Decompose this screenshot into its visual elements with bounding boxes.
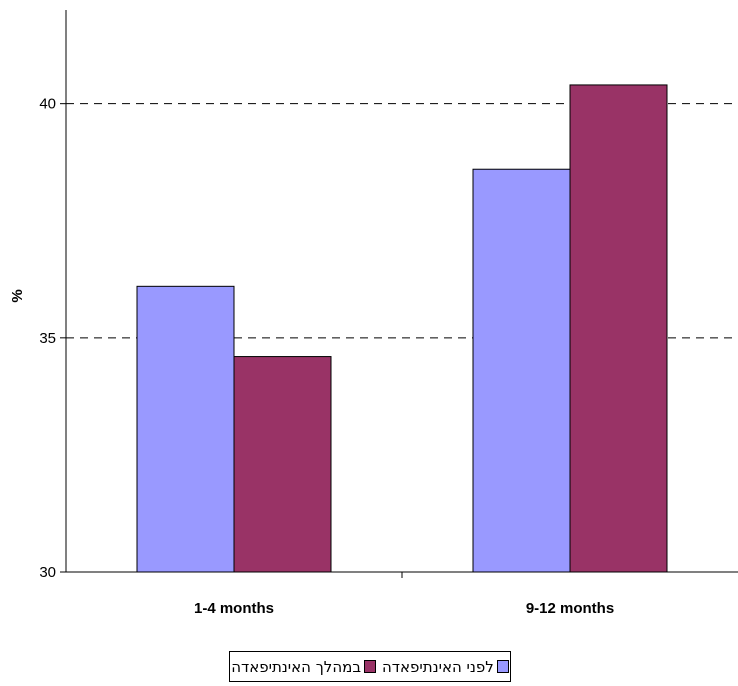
bar-series-1-1 [136, 285, 235, 573]
legend-label-series-1: לפני האינתיפאדה [382, 657, 494, 676]
legend-swatch-series-2 [364, 660, 376, 673]
bar-series-2-2 [569, 84, 668, 573]
x-ticks: 1-4 months 9-12 months [194, 572, 614, 617]
y-tick-label-40: 40 [39, 96, 56, 113]
y-tick-label-35: 35 [39, 330, 56, 347]
y-axis-title: % [9, 289, 26, 302]
legend-label-series-2: במהלך האינתיפאדה [231, 657, 361, 676]
y-tick-label-30: 30 [39, 564, 56, 581]
bar-series-1-2 [472, 168, 571, 573]
x-tick-label-1: 1-4 months [194, 600, 274, 617]
legend-item-series-2: במהלך האינתיפאדה [231, 658, 376, 676]
bar-series-2-1 [233, 356, 332, 573]
legend: לפני האינתיפאדה במהלך האינתיפאדה [229, 651, 511, 682]
legend-item-series-1: לפני האינתיפאדה [382, 658, 509, 676]
legend-swatch-series-1 [496, 660, 509, 673]
x-tick-label-2: 9-12 months [526, 600, 614, 617]
bars [136, 84, 668, 573]
y-ticks: 30 35 40 [39, 96, 66, 581]
